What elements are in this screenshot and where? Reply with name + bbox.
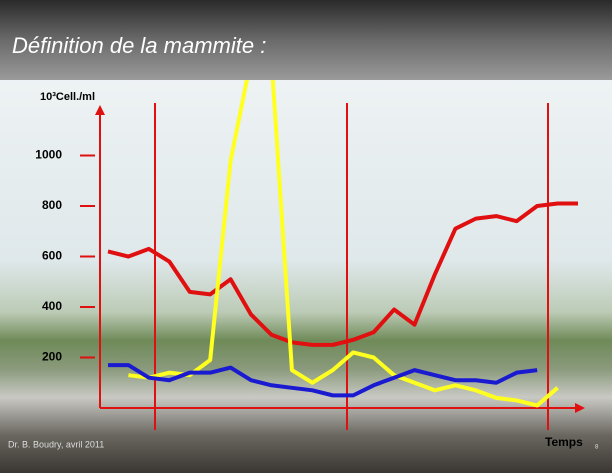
y-tick-label: 1000 <box>35 148 62 162</box>
x-axis-label: Temps <box>545 435 583 449</box>
y-tick-label: 200 <box>42 350 62 364</box>
slide: Définition de la mammite : 10³Cell./ml T… <box>0 0 612 473</box>
y-tick-label: 800 <box>42 198 62 212</box>
y-axis-label: 10³Cell./ml <box>40 91 95 103</box>
y-tick-label: 400 <box>42 299 62 313</box>
footer: Dr. B. Boudry, avril 2011 <box>8 439 104 449</box>
chart: Définition de la mammite : 10³Cell./ml T… <box>0 0 612 473</box>
slide-title: Définition de la mammite : <box>12 33 266 58</box>
y-tick-label: 600 <box>42 249 62 263</box>
